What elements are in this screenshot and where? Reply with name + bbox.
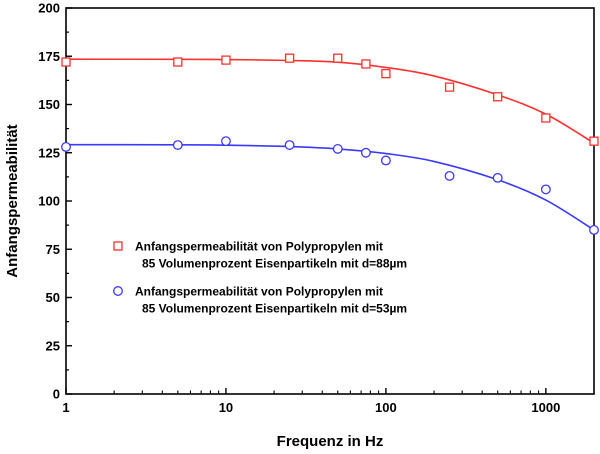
y-tick-label: 50 [46,290,60,305]
y-tick-label: 125 [38,145,60,160]
x-tick-label: 10 [219,400,233,415]
data-point-square [541,113,551,123]
data-point-circle [332,143,343,154]
data-point-circle [221,136,231,147]
x-tick-label: 1 [62,400,69,415]
data-point-circle [360,147,371,158]
y-tick-label: 200 [38,1,60,16]
legend-marker-circle [113,286,123,296]
fit-curve [65,143,595,231]
x-axis-label: Frequenz in Hz [277,433,384,450]
y-axis-label: Anfangspermeabilität [4,124,21,277]
data-point-circle [284,140,295,150]
axis-ticks: 0 25 50 75 100 125 150 175 200 1 10 100 1000 [38,1,595,415]
legend-entry-line1: Anfangspermeabilität von Polypropylen mi… [135,240,383,254]
legend: Anfangspermeabilität von Polypropylen mi… [113,240,407,316]
legend-entry-line2: 85 Volumenprozent Eisenpartikeln mit d=8… [142,257,407,271]
data-point-circle [444,170,455,181]
data-point-circle [540,184,551,195]
y-tick-label: 100 [38,194,60,209]
y-tick-label: 25 [46,338,60,353]
fit-curve [65,58,595,144]
data-point-square [173,57,183,67]
legend-entry-line2: 85 Volumenprozent Eisenpartikeln mit d=5… [142,302,407,316]
data-point-circle [380,155,391,166]
data-point-square [589,136,599,146]
y-tick-label: 0 [53,387,60,402]
data-points [61,53,599,235]
data-point-square [381,68,391,79]
x-tick-label: 1000 [531,400,560,415]
data-point-circle [172,140,183,150]
fit-curves [65,58,595,231]
legend-marker-square [113,241,123,251]
y-tick-label: 175 [38,49,60,64]
data-point-square [284,53,295,63]
data-point-square [361,59,371,69]
legend-entry-line1: Anfangspermeabilität von Polypropylen mi… [135,285,383,299]
data-point-circle [589,224,599,235]
y-tick-label: 75 [46,242,60,257]
data-point-square [333,53,343,63]
data-point-square [221,55,231,65]
x-tick-label: 100 [375,400,397,415]
data-point-square [444,82,455,92]
data-point-circle [492,172,503,183]
data-point-circle [61,142,71,152]
plot-frame [65,7,595,395]
data-point-square [493,92,503,102]
y-tick-label: 150 [38,97,60,112]
data-point-square [61,57,71,67]
